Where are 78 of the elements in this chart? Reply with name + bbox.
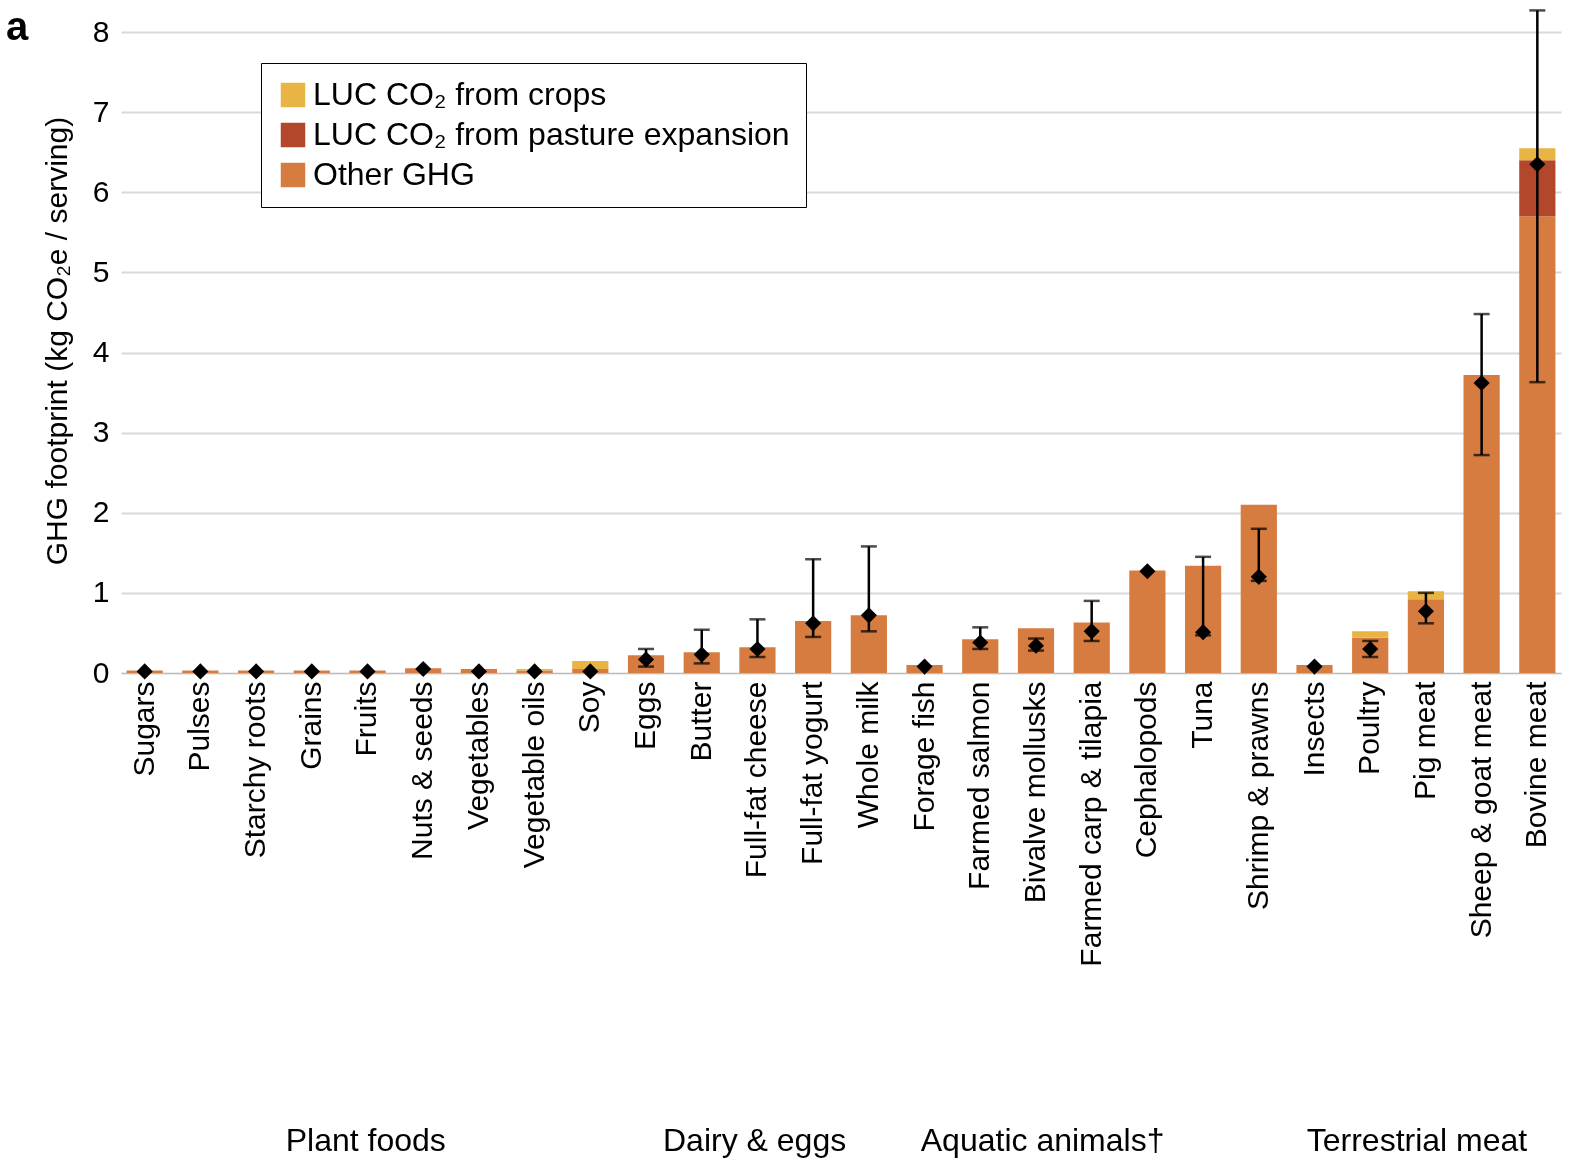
point — [415, 660, 432, 678]
point — [1195, 624, 1212, 641]
y-tick-label: 1 — [92, 575, 110, 609]
point — [749, 640, 766, 658]
point — [192, 663, 209, 680]
y-tick-label: 5 — [92, 254, 110, 288]
x-tick-label: Pulses — [182, 681, 216, 772]
bar — [1184, 565, 1222, 673]
point — [1529, 156, 1546, 173]
point — [248, 663, 265, 680]
point — [1417, 603, 1434, 620]
x-tick-label: Sugars — [126, 681, 160, 777]
x-tick-label: Farmed carp & tilapia — [1073, 681, 1107, 967]
x-tick-label: Farmed salmon — [962, 681, 996, 890]
text: Plant foods — [285, 1122, 446, 1158]
point — [526, 663, 543, 680]
y-tick-label: 0 — [92, 655, 110, 689]
bar — [1519, 148, 1556, 161]
x-tick-label: Soy — [572, 681, 606, 734]
x-tick-label: Bovine meat — [1519, 680, 1553, 849]
x-tick-label: Fruits — [349, 681, 383, 757]
x-tick-label: Forage fish — [906, 681, 940, 832]
y-tick-label: 3 — [92, 415, 110, 449]
x-tick-label: Eggs — [628, 681, 662, 750]
bar — [850, 615, 887, 673]
x-tick-label: Sheep & goat meat — [1463, 680, 1497, 939]
x-tick-label: Pig meat — [1407, 680, 1441, 800]
x-tick-label: Nuts & seeds — [405, 681, 439, 860]
bar — [1407, 599, 1445, 673]
x-tick-label: Full-fat yogurt — [795, 680, 829, 865]
point — [1473, 374, 1490, 392]
bar — [1240, 504, 1277, 673]
point — [359, 663, 376, 680]
text: Dairy & eggs — [663, 1122, 847, 1158]
text: Terrestrial meat — [1306, 1122, 1528, 1158]
legend-label: LUC CO₂ from pasture expansion — [313, 116, 790, 152]
point — [860, 607, 877, 624]
point — [1250, 568, 1267, 585]
point — [470, 663, 487, 680]
x-tick-label: Butter — [683, 681, 717, 762]
y-tick-label: 6 — [92, 174, 110, 208]
point — [136, 663, 153, 680]
point — [1139, 563, 1156, 580]
legend-label: LUC CO₂ from crops — [313, 76, 607, 112]
x-tick-label: Bivalve mollusks — [1017, 681, 1051, 904]
point — [972, 634, 989, 651]
bar — [1463, 374, 1500, 673]
bar — [1073, 622, 1110, 673]
legend-label: Other GHG — [313, 156, 475, 192]
text: Aquatic animals† — [920, 1122, 1165, 1158]
point — [1306, 658, 1323, 675]
x-tick-label: Shrimp & prawns — [1240, 681, 1274, 910]
bar — [1352, 631, 1389, 638]
text: a — [6, 4, 29, 48]
point — [637, 651, 655, 668]
point — [303, 663, 320, 680]
point — [582, 663, 599, 680]
point — [1083, 623, 1100, 640]
y-axis-title: GHG footprint (kg CO₂e / serving) — [39, 116, 73, 566]
bar — [1519, 216, 1556, 673]
bar — [1129, 570, 1166, 673]
x-tick-label: Whole milk — [850, 680, 884, 829]
y-tick-label: 4 — [92, 335, 110, 369]
x-tick-label: Starchy roots — [238, 681, 272, 859]
point — [916, 658, 933, 675]
y-tick-label: 7 — [92, 94, 110, 128]
x-tick-label: Poultry — [1352, 681, 1386, 775]
x-tick-label: Full-fat cheese — [739, 681, 773, 879]
x-tick-label: Vegetable oils — [516, 681, 550, 869]
x-tick-label: Grains — [293, 681, 327, 770]
y-tick-label: 8 — [92, 14, 110, 48]
point — [805, 615, 822, 632]
bar — [795, 620, 832, 673]
x-tick-label: Insects — [1296, 681, 1330, 777]
x-tick-label: Vegetables — [460, 681, 494, 830]
x-tick-label: Cephalopods — [1129, 681, 1163, 859]
x-tick-label: Tuna — [1185, 681, 1219, 749]
y-tick-label: 2 — [92, 495, 110, 529]
